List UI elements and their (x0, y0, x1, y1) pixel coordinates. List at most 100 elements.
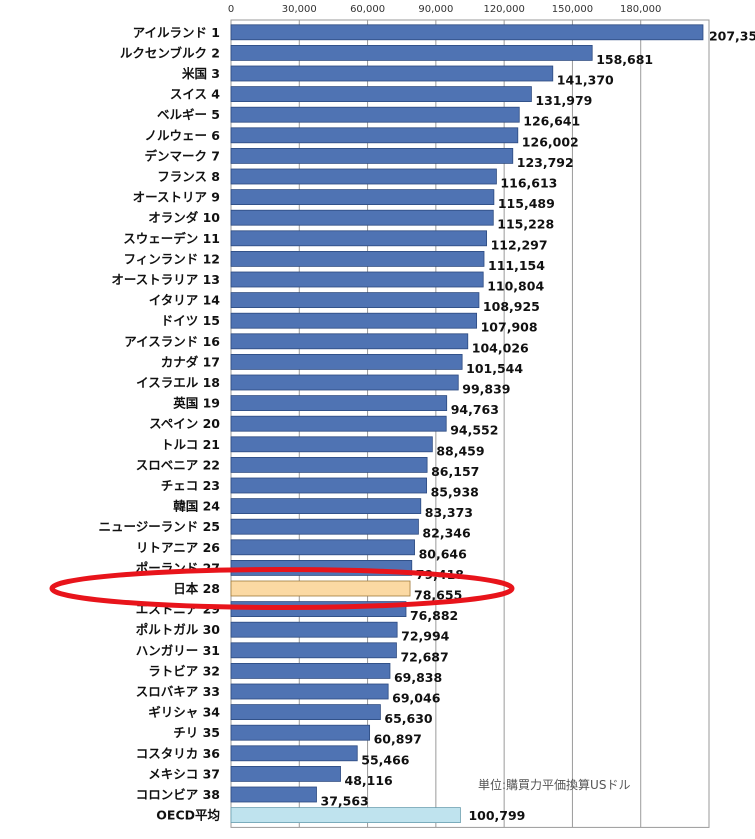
value-label: 107,908 (481, 320, 538, 335)
category-label: 英国 19 (173, 396, 220, 411)
bar (230, 24, 704, 41)
value-label: 158,681 (596, 52, 653, 67)
value-label: 65,630 (384, 711, 433, 726)
unit-note: 単位:購買力平価換算USドル (478, 777, 630, 792)
x-axis-ticks: 0 30,000 60,000 90,000 120,000 150,000 180,000 (228, 4, 662, 15)
bar (230, 374, 459, 391)
value-labels: 207,353 158,681 141,370 131,979 126,641 126,0… (321, 28, 755, 823)
value-label: 83,373 (425, 505, 473, 520)
category-label: ポルトガル 30 (136, 622, 221, 637)
category-label: スウェーデン 11 (123, 231, 220, 246)
value-label: 69,046 (392, 691, 441, 706)
bar (230, 704, 381, 720)
category-label: リトアニア 26 (136, 540, 220, 555)
value-label: 55,466 (361, 752, 410, 767)
value-label: 111,154 (488, 258, 545, 273)
x-tick-label: 180,000 (620, 4, 661, 15)
value-label: 85,938 (431, 485, 479, 500)
category-label: チェコ 23 (161, 478, 220, 493)
value-label: 104,026 (472, 340, 529, 355)
category-label: フランス 8 (157, 169, 220, 184)
value-label: 78,655 (414, 588, 462, 603)
value-label: 60,897 (374, 732, 422, 747)
value-label: 123,792 (517, 155, 574, 170)
category-labels: アイルランド 1 ルクセンブルク 2 米国 3 スイス 4 ベルギー 5 ノルウェー 6 デ… (99, 25, 221, 823)
value-label: 94,552 (450, 423, 498, 438)
bar (230, 642, 397, 659)
bar (230, 65, 554, 82)
category-label: コスタリカ 36 (136, 746, 221, 761)
category-label: アイルランド 1 (133, 25, 220, 40)
bar (230, 250, 485, 267)
category-label: ルクセンブルク 2 (120, 45, 220, 60)
bar (230, 127, 519, 144)
highlight-ring (49, 567, 515, 610)
category-label: ドイツ 15 (161, 313, 220, 328)
value-label: 72,687 (400, 649, 448, 664)
bar (230, 271, 484, 288)
value-label: 116,613 (500, 176, 557, 191)
category-label: チリ 35 (173, 725, 220, 740)
bar (230, 209, 494, 226)
bar (230, 45, 593, 61)
value-label: 110,804 (487, 279, 544, 294)
value-label: 80,646 (419, 546, 468, 561)
category-label: ニュージーランド 25 (99, 519, 221, 534)
bar (230, 580, 411, 597)
value-label: 131,979 (535, 93, 592, 108)
value-label: 72,994 (401, 629, 450, 644)
bar (230, 168, 497, 185)
category-label: 米国 3 (181, 66, 220, 81)
value-label: 115,228 (497, 217, 554, 232)
category-label: スイス 4 (170, 87, 220, 102)
category-label: ギリシャ 34 (148, 705, 220, 720)
category-label: アイスランド 16 (124, 334, 220, 349)
bar (230, 230, 488, 247)
value-label: 88,459 (436, 443, 484, 458)
bars (230, 24, 704, 823)
value-label: 101,544 (466, 361, 523, 376)
bar (230, 766, 341, 782)
value-label: 86,157 (431, 464, 479, 479)
bar (230, 539, 415, 556)
bar (230, 786, 317, 803)
value-label: 100,799 (468, 808, 525, 823)
value-label: 112,297 (491, 237, 548, 252)
value-label: 141,370 (557, 73, 614, 88)
bar (230, 395, 448, 412)
bar (230, 621, 398, 638)
value-label: 48,116 (345, 773, 394, 788)
x-tick-label: 120,000 (483, 4, 524, 15)
category-label: OECD平均 (156, 808, 220, 823)
category-label: 日本 28 (173, 581, 220, 596)
bar (230, 436, 433, 453)
value-label: 37,563 (321, 794, 369, 809)
x-tick-label: 0 (228, 4, 234, 15)
value-label: 126,641 (523, 114, 580, 129)
bar (230, 312, 478, 329)
category-label: オランダ 10 (148, 210, 220, 225)
bar (230, 86, 532, 102)
category-label: オーストリア 9 (133, 190, 220, 205)
bar (230, 456, 428, 473)
bar (230, 498, 422, 515)
bar (230, 663, 391, 679)
bar (230, 333, 469, 350)
bar (230, 518, 419, 535)
bar (230, 189, 495, 206)
bar (230, 415, 447, 432)
category-label: ラトビア 32 (148, 663, 220, 678)
category-label: メキシコ 37 (148, 766, 220, 781)
value-label: 126,002 (522, 134, 579, 149)
x-tick-label: 150,000 (552, 4, 593, 15)
value-label: 207,353 (709, 28, 755, 43)
bar (230, 683, 389, 700)
value-label: 99,839 (462, 382, 510, 397)
value-label: 94,763 (451, 402, 499, 417)
category-label: イスラエル 18 (136, 375, 220, 390)
category-label: フィンランド 12 (124, 251, 221, 266)
category-label: デンマーク 7 (144, 148, 220, 163)
category-label: コロンビア 38 (136, 787, 220, 802)
category-label: イタリア 14 (149, 293, 221, 308)
